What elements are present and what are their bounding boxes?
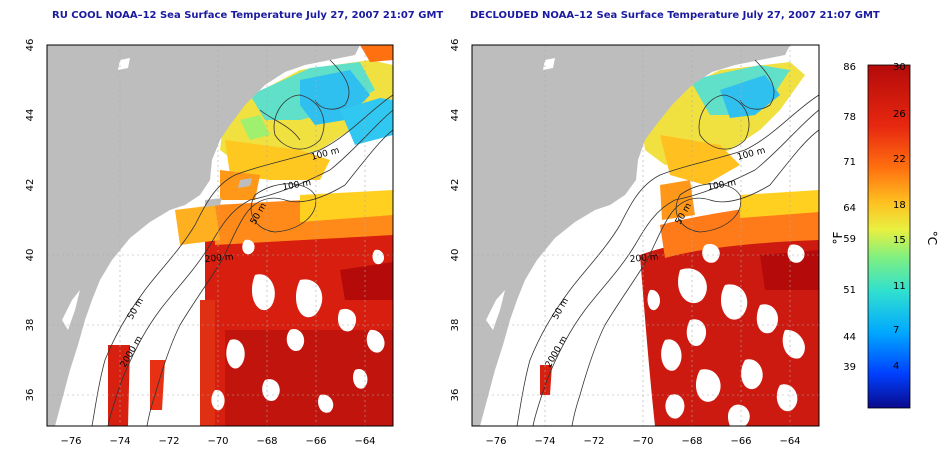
left-y-axis: 46 44 42 40 38 36 (25, 39, 36, 402)
left-bathymetry-contours (91, 59, 393, 426)
right-y-tick-38: 38 (450, 319, 461, 332)
colorbar-fahrenheit-ticks: 86 78 71 64 59 51 44 39 (843, 62, 856, 373)
right-y-tick-44: 44 (450, 109, 461, 122)
right-map-border (471, 44, 820, 427)
right-land (472, 45, 790, 426)
right-map: 100 m 100 m 50 m 200 m 50 m 2000 m 46 44… (450, 39, 820, 447)
left-grid (47, 45, 393, 426)
left-x-tick-76: −76 (60, 436, 81, 447)
c-tick-30: 30 (893, 62, 906, 73)
right-y-tick-40: 40 (450, 249, 461, 262)
left-y-tick-44: 44 (25, 109, 36, 122)
right-x-tick-76: −76 (485, 436, 506, 447)
left-y-tick-36: 36 (25, 389, 36, 402)
left-map: 100 m 100 m 50 m 200 m 50 m 2000 m 46 44… (25, 39, 394, 447)
f-tick-44: 44 (843, 332, 856, 343)
right-x-tick-72: −72 (583, 436, 604, 447)
left-x-tick-72: −72 (158, 436, 179, 447)
c-tick-15: 15 (893, 235, 906, 246)
colorbar-fahrenheit-label: °F (831, 231, 845, 244)
right-x-tick-74: −74 (534, 436, 555, 447)
right-y-tick-36: 36 (450, 389, 461, 402)
f-tick-59: 59 (843, 234, 856, 245)
left-sst-layer (108, 45, 393, 426)
left-contour-label-100m-b: 100 m (282, 178, 312, 193)
colorbar-celsius-label: °C (925, 231, 939, 245)
left-y-tick-46: 46 (25, 39, 36, 52)
colorbar-celsius-ticks: 30 26 22 18 15 11 7 4 (893, 62, 906, 372)
c-tick-11: 11 (893, 281, 906, 292)
right-y-tick-46: 46 (450, 39, 461, 52)
c-tick-4: 4 (893, 361, 899, 372)
right-bathymetry-contours (516, 59, 819, 426)
right-x-tick-66: −66 (730, 436, 751, 447)
right-x-tick-68: −68 (681, 436, 702, 447)
right-map-title: DECLOUDED NOAA–12 Sea Surface Temperatur… (470, 10, 880, 21)
left-x-axis: −76 −74 −72 −70 −68 −66 −64 (60, 436, 375, 447)
c-tick-7: 7 (893, 325, 899, 336)
right-x-axis: −76 −74 −72 −70 −68 −66 −64 (485, 436, 800, 447)
right-x-tick-70: −70 (632, 436, 653, 447)
left-x-tick-68: −68 (256, 436, 277, 447)
c-tick-22: 22 (893, 154, 906, 165)
left-contour-label-200m: 200 m (204, 253, 234, 265)
left-x-tick-64: −64 (354, 436, 375, 447)
left-map-border (46, 44, 394, 427)
f-tick-71: 71 (843, 157, 856, 168)
left-y-tick-42: 42 (25, 179, 36, 192)
right-grid (472, 45, 819, 426)
left-cloud-mask (211, 239, 385, 413)
left-land (47, 45, 360, 426)
temperature-colorbar: 86 78 71 64 59 51 44 39 30 26 22 18 15 1… (831, 62, 939, 409)
right-x-tick-64: −64 (779, 436, 800, 447)
right-cloud-mask (647, 243, 805, 426)
right-y-tick-42: 42 (450, 179, 461, 192)
f-tick-39: 39 (843, 362, 856, 373)
left-map-title: RU COOL NOAA–12 Sea Surface Temperature … (52, 10, 444, 21)
f-tick-78: 78 (843, 112, 856, 123)
left-x-tick-70: −70 (207, 436, 228, 447)
right-contour-label-100m-b: 100 m (707, 178, 737, 193)
right-contour-label-200m: 200 m (629, 253, 659, 265)
c-tick-18: 18 (893, 200, 906, 211)
f-tick-64: 64 (843, 203, 856, 214)
left-x-tick-74: −74 (109, 436, 130, 447)
right-y-axis: 46 44 42 40 38 36 (450, 39, 461, 402)
left-y-tick-40: 40 (25, 249, 36, 262)
left-y-tick-38: 38 (25, 319, 36, 332)
colorbar-gradient (867, 64, 911, 409)
f-tick-51: 51 (843, 285, 856, 296)
c-tick-26: 26 (893, 109, 906, 120)
f-tick-86: 86 (843, 62, 856, 73)
left-x-tick-66: −66 (305, 436, 326, 447)
